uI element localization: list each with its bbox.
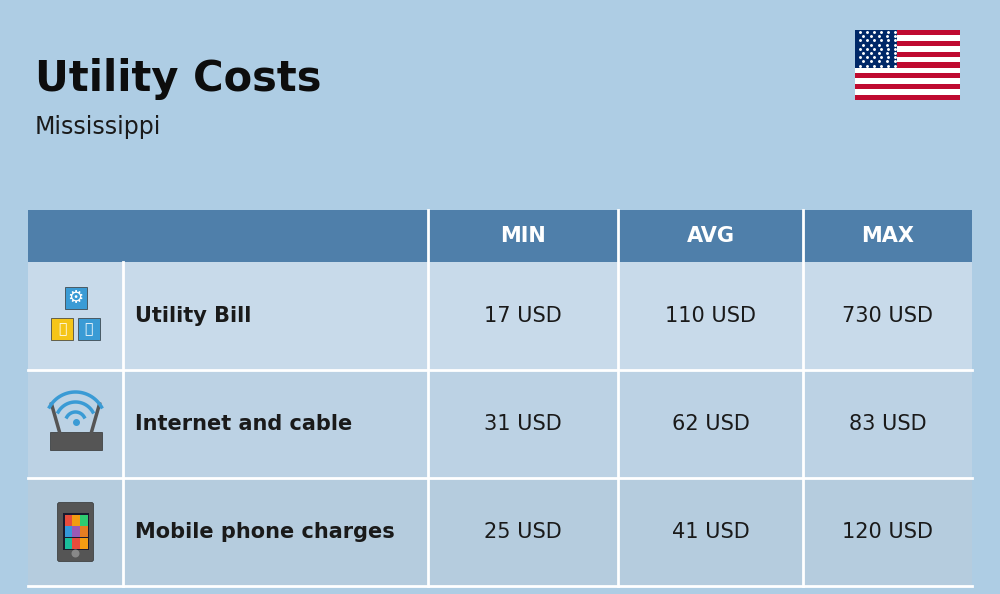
Bar [80,514,88,526]
Bar [64,514,72,526]
Text: 41 USD: 41 USD [672,522,749,542]
Text: Utility Bill: Utility Bill [135,306,251,326]
Bar [855,94,960,100]
Bar [855,46,960,52]
Bar [855,68,960,73]
Bar [80,526,88,537]
Text: 120 USD: 120 USD [842,522,933,542]
Bar [855,62,960,68]
Text: ⚙: ⚙ [67,289,84,308]
Bar [855,89,960,94]
Text: Internet and cable: Internet and cable [135,414,352,434]
Bar [855,36,960,41]
Bar [72,514,80,526]
Bar [51,318,73,340]
Bar [855,30,960,36]
Bar [28,210,972,262]
Text: 17 USD: 17 USD [484,306,562,326]
Bar [64,526,72,537]
Bar [28,478,972,586]
Bar [72,526,80,537]
Bar [64,287,87,309]
Bar [855,52,960,57]
Bar [855,73,960,78]
Circle shape [72,549,80,558]
Bar [80,538,88,548]
Bar [855,84,960,89]
Text: 💧: 💧 [85,322,93,336]
Bar [855,57,960,62]
Text: AVG: AVG [686,226,734,246]
Text: Mississippi: Mississippi [35,115,161,139]
Bar [72,538,80,548]
Text: 730 USD: 730 USD [842,306,933,326]
Text: 62 USD: 62 USD [672,414,749,434]
Bar [855,78,960,84]
Text: Utility Costs: Utility Costs [35,58,322,100]
Text: MAX: MAX [861,226,914,246]
Bar [855,41,960,46]
Bar [62,513,88,549]
Bar [28,370,972,478]
Text: 83 USD: 83 USD [849,414,926,434]
Text: 110 USD: 110 USD [665,306,756,326]
Text: Mobile phone charges: Mobile phone charges [135,522,395,542]
Text: 31 USD: 31 USD [484,414,562,434]
Bar [855,30,960,100]
Bar [78,318,100,340]
Text: MIN: MIN [500,226,546,246]
Bar [855,30,897,68]
Bar [64,538,72,548]
Text: 25 USD: 25 USD [484,522,562,542]
Bar [50,432,102,450]
FancyBboxPatch shape [58,503,94,561]
Text: 🔌: 🔌 [58,322,66,336]
Bar [28,262,972,370]
